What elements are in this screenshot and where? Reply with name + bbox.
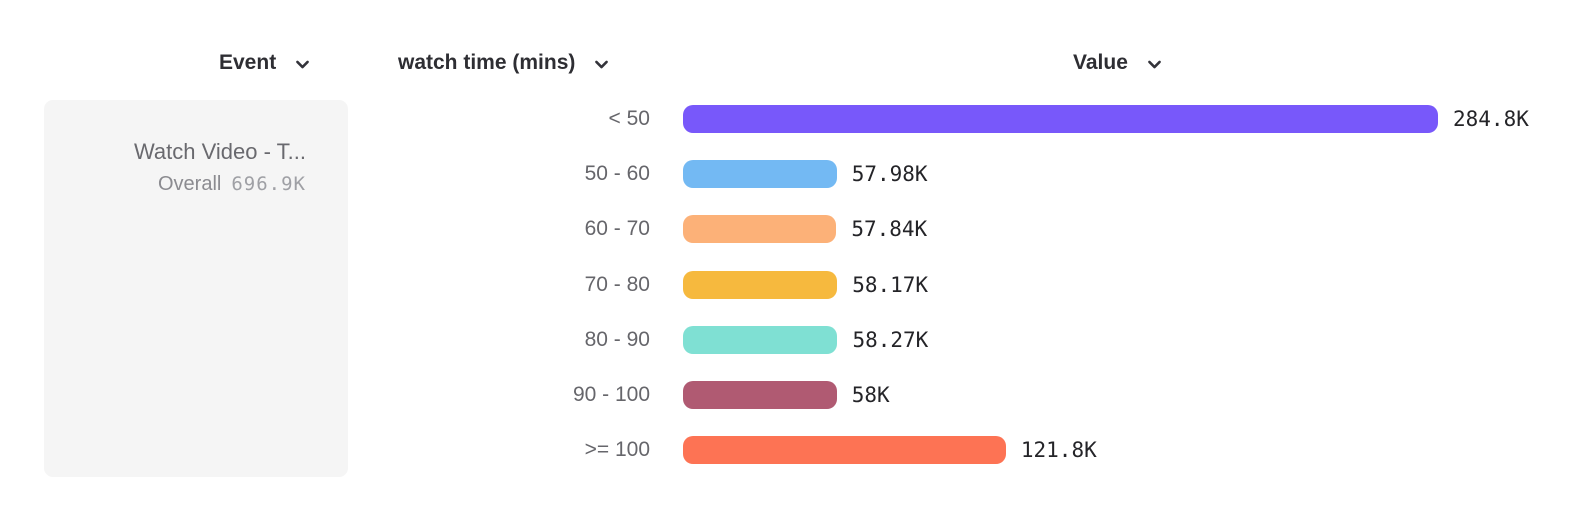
chart-row: < 50 284.8K <box>0 91 1592 146</box>
event-name: Watch Video - T... <box>133 139 306 164</box>
value-label: 58.27K <box>852 327 929 352</box>
value-label: 121.8K <box>1020 438 1097 463</box>
event-column-label: Event <box>219 51 277 74</box>
chart-row: 60 - 70 57.84K <box>0 202 1592 257</box>
chevron-down-icon <box>593 56 610 73</box>
breakdown-column-label: watch time (mins) <box>398 51 576 74</box>
bucket-label: >= 100 <box>584 438 650 462</box>
bucket-label: 60 - 70 <box>584 217 650 241</box>
event-column-header[interactable]: Event <box>219 47 311 79</box>
bucket-label: 50 - 60 <box>584 161 650 185</box>
value-label: 57.84K <box>851 217 928 242</box>
chart-row: 90 - 100 58K <box>0 367 1592 422</box>
chart-row: 80 - 90 58.27K <box>0 312 1592 367</box>
value-column-header[interactable]: Value <box>1073 47 1163 79</box>
value-bar[interactable] <box>683 215 837 244</box>
overall-value: 696.9K <box>231 172 306 195</box>
overall-label: Overall <box>158 172 222 195</box>
value-column-label: Value <box>1073 51 1128 74</box>
value-label: 58.17K <box>852 272 929 297</box>
value-bar[interactable] <box>683 381 837 410</box>
value-bar[interactable] <box>683 104 1438 133</box>
bar-chart: < 50 284.8K 50 - 60 57.98K 60 - 70 57.84K 70 -… <box>0 91 1592 478</box>
value-bar[interactable] <box>683 436 1006 465</box>
bucket-label: 80 - 90 <box>584 327 650 351</box>
bucket-label: 70 - 80 <box>584 272 650 296</box>
value-label: 284.8K <box>1453 106 1529 131</box>
value-bar[interactable] <box>683 159 837 188</box>
chevron-down-icon <box>1146 56 1163 73</box>
event-card[interactable]: Watch Video - T... Overall 696.9K <box>44 100 348 477</box>
chart-row: 50 - 60 57.98K <box>0 146 1592 201</box>
value-bar[interactable] <box>683 270 838 299</box>
bucket-label: < 50 <box>608 106 650 130</box>
value-bar[interactable] <box>683 325 838 354</box>
event-overall-row: Overall 696.9K <box>58 173 306 196</box>
breakdown-column-header[interactable]: watch time (mins) <box>398 47 610 79</box>
bucket-label: 90 - 100 <box>572 383 650 407</box>
value-label: 57.98K <box>851 161 928 186</box>
chart-row: 70 - 80 58.17K <box>0 257 1592 312</box>
chevron-down-icon <box>294 56 311 73</box>
value-label: 58K <box>851 383 890 408</box>
chart-row: >= 100 121.8K <box>0 423 1592 478</box>
